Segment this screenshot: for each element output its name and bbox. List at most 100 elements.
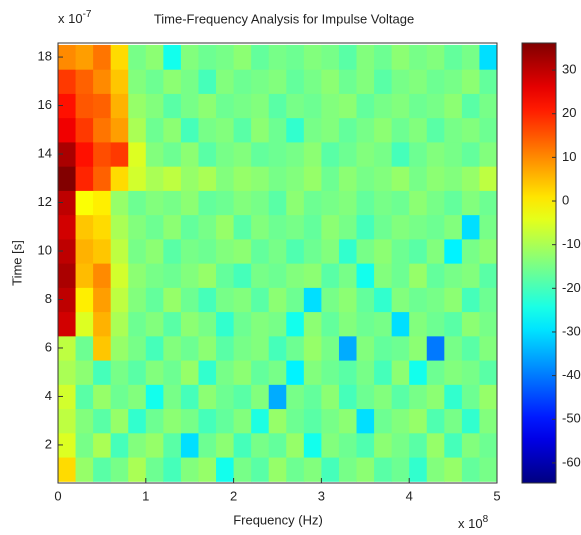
heatmap-cell [303,432,322,458]
chart-title: Time-Frequency Analysis for Impulse Volt… [154,11,414,26]
heatmap-cell [163,457,182,482]
heatmap-cell [444,117,463,143]
heatmap-cell [391,214,410,240]
heatmap-cell [268,214,287,240]
heatmap-cell [180,214,199,240]
colorbar-tick-label: -40 [562,367,581,382]
heatmap-cell [461,335,480,361]
heatmap-cell [58,457,77,482]
heatmap-cell [128,93,147,119]
heatmap-cell [110,69,129,94]
heatmap-cell [286,432,305,458]
heatmap-cell [75,44,94,70]
colorbar-tick-label: -30 [562,323,581,338]
heatmap-cell [110,44,129,70]
heatmap-cell [198,44,217,70]
heatmap-cell [286,311,305,337]
heatmap-cell [426,93,445,119]
heatmap-cell [391,69,410,94]
y-tick-label: 10 [38,242,52,257]
heatmap-cell [356,93,375,119]
heatmap-cell [479,93,498,119]
heatmap-cell [58,166,77,191]
heatmap-cell [251,335,270,361]
heatmap-cell [479,432,498,458]
heatmap-cell [251,287,270,313]
x-tick-label: 1 [142,488,149,503]
x-axis-label: Frequency (Hz) [233,512,323,527]
heatmap-cell [374,190,393,216]
heatmap-cell [338,408,358,434]
heatmap-cell [356,384,375,410]
heatmap-cell [180,384,199,410]
heatmap-cell [93,360,112,385]
heatmap-cell [409,69,428,94]
heatmap-cell [374,360,393,385]
y-multiplier-exponent: -7 [83,9,92,20]
heatmap-cell [58,335,77,361]
heatmap-cell [479,384,498,410]
heatmap-cell [216,141,235,167]
heatmap-cell [163,432,182,458]
colorbar-tick-label: -10 [562,236,581,251]
heatmap-cell [409,141,428,167]
heatmap-cell [374,263,393,288]
heatmap-cell [268,141,287,167]
heatmap-cell [444,69,463,94]
heatmap-cell [409,335,428,361]
heatmap-cell [268,360,287,385]
heatmap-cell [110,432,129,458]
heatmap-cell [356,263,375,288]
heatmap-cell [321,214,340,240]
heatmap-cell [128,311,147,337]
heatmap-cell [374,287,393,313]
heatmap-cell [374,93,393,119]
heatmap-cell [461,432,480,458]
heatmap-cell [233,214,252,240]
heatmap-cell [268,408,287,434]
heatmap-cell [286,166,305,191]
heatmap-cell [286,263,305,288]
x-multiplier-base: x 10 [458,516,483,531]
y-multiplier: x 10-7 [58,9,92,27]
heatmap-cell [303,360,322,385]
heatmap-cell [128,457,147,482]
heatmap-cell [145,335,164,361]
heatmap-cell [93,69,112,94]
heatmap-cell [391,238,410,264]
heatmap-cell [110,117,129,143]
heatmap-cell [286,384,305,410]
heatmap-cell [216,69,235,94]
heatmap-cell [286,408,305,434]
heatmap-cell [110,141,129,167]
heatmap-cell [180,457,199,482]
heatmap-cell [391,117,410,143]
heatmap-cell [409,190,428,216]
heatmap-cell [356,141,375,167]
heatmap-cell [444,190,463,216]
heatmap-cell [268,238,287,264]
heatmap-cell [110,166,129,191]
heatmap-cell [93,408,112,434]
heatmap-cell [93,238,112,264]
heatmap-cell [444,335,463,361]
heatmap-cell [426,360,445,385]
heatmap-cell [93,44,112,70]
heatmap-cell [216,263,235,288]
heatmap-cell [286,190,305,216]
heatmap-cell [58,238,77,264]
heatmap-cell [444,263,463,288]
colorbar-tick-label: 0 [562,192,569,207]
heatmap-cell [251,93,270,119]
heatmap-cell [163,69,182,94]
heatmap-cell [461,44,480,70]
heatmap-cell [303,287,322,313]
heatmap-cell [356,69,375,94]
heatmap-cell [110,408,129,434]
heatmap-cell [180,190,199,216]
heatmap-cell [303,166,322,191]
heatmap-cell [58,93,77,119]
heatmap-cell [338,360,358,385]
heatmap-cell [409,214,428,240]
heatmap-cell [479,287,498,313]
